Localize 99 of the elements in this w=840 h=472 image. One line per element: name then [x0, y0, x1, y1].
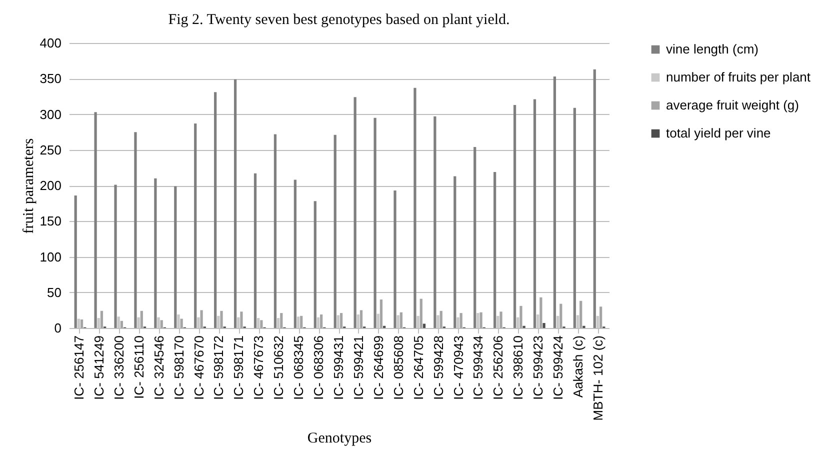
x-tick-label: IC- 467670 — [191, 336, 206, 400]
bar — [320, 314, 323, 328]
x-tick-label: IC- 598170 — [171, 336, 186, 400]
bar — [354, 97, 356, 328]
y-tick-label: 200 — [40, 178, 62, 193]
x-tick-label: IC- 085608 — [390, 336, 406, 400]
x-tick-label: IC- 398610 — [510, 336, 526, 400]
bar — [599, 306, 602, 328]
bar — [340, 313, 343, 328]
x-tick-label: IC- 256110 — [131, 336, 146, 399]
bar — [520, 306, 522, 328]
bar — [254, 173, 257, 328]
bar — [334, 134, 336, 328]
x-tick-label: IC- 599431 — [331, 336, 346, 400]
bar — [294, 180, 296, 328]
y-tick-label: 300 — [40, 106, 62, 122]
bar — [494, 172, 496, 328]
bar — [440, 310, 442, 328]
bar — [573, 108, 576, 328]
bar — [80, 319, 84, 328]
bar — [474, 147, 476, 328]
bar — [360, 310, 363, 328]
bar — [220, 310, 223, 328]
x-tick-label: IC- 598172 — [211, 336, 226, 400]
x-tick-label: IC- 541249 — [91, 336, 106, 400]
bar — [154, 178, 157, 328]
bar — [174, 186, 177, 328]
bar — [260, 320, 263, 328]
x-tick-label: Aakash (c) — [570, 336, 586, 398]
legend-label: number of fruits per plant — [666, 70, 811, 84]
bar — [420, 298, 422, 328]
y-axis-title: fruit parameters — [20, 138, 37, 234]
x-tick-label: IC- 264705 — [410, 336, 426, 400]
x-tick-label: MBTH- 102 (c) — [590, 336, 606, 421]
y-tick-label: 0 — [54, 320, 62, 336]
bar — [422, 324, 426, 328]
legend-label: total yield per vine — [666, 126, 771, 140]
bar — [194, 124, 197, 328]
chart-title: Fig 2. Twenty seven best genotypes based on plant yield. — [168, 12, 510, 28]
y-tick-label: 250 — [40, 142, 62, 158]
bar — [234, 79, 237, 328]
bar — [94, 112, 97, 328]
x-tick-label: IC- 068306 — [311, 336, 326, 400]
bar — [214, 92, 217, 328]
bar — [374, 118, 376, 328]
x-tick-label: IC- 324546 — [151, 336, 166, 400]
bar — [314, 201, 316, 328]
y-tick-label: 50 — [47, 284, 62, 300]
x-tick-label: IC- 599434 — [470, 336, 486, 400]
bar — [500, 312, 502, 328]
bar — [540, 297, 542, 328]
bar — [274, 134, 277, 328]
bar — [114, 184, 117, 328]
x-tick-label: IC- 256206 — [490, 336, 506, 400]
bar — [434, 116, 436, 328]
x-tick-label: IC- 336200 — [111, 336, 126, 400]
bar — [513, 104, 516, 328]
bar — [400, 312, 402, 328]
bar — [100, 310, 104, 328]
bar — [240, 312, 243, 328]
bar — [134, 132, 137, 328]
bar — [200, 310, 203, 328]
bar — [560, 304, 562, 328]
bar — [180, 318, 183, 328]
bar — [553, 76, 556, 328]
x-tick-label: IC- 256147 — [71, 336, 86, 400]
x-tick-label: IC- 510632 — [271, 336, 286, 400]
x-axis-title: Genotypes — [307, 430, 372, 447]
y-tick-label: 150 — [40, 214, 62, 229]
bar — [160, 320, 163, 328]
bar — [280, 313, 283, 328]
bar — [542, 323, 546, 328]
bar — [394, 190, 396, 328]
x-tick-label: IC- 467673 — [251, 336, 266, 400]
bar — [454, 176, 456, 328]
x-tick-label: IC- 599428 — [430, 336, 446, 400]
bar — [593, 69, 596, 328]
y-tick-label: 100 — [40, 249, 62, 264]
bar — [300, 316, 303, 328]
x-tick-label: IC- 470943 — [450, 336, 466, 400]
bar — [533, 99, 536, 328]
x-tick-label: IC- 599421 — [350, 336, 366, 400]
bar — [460, 313, 462, 328]
legend-label: vine length (cm) — [666, 42, 758, 56]
bar — [380, 300, 383, 328]
bar — [480, 312, 482, 328]
bar — [580, 300, 582, 328]
x-tick-label: IC- 599424 — [550, 336, 566, 400]
bar — [74, 195, 77, 328]
x-tick-label: IC- 068345 — [291, 336, 306, 400]
legend-label: average fruit weight (g) — [666, 98, 799, 112]
y-tick-label: 400 — [40, 36, 62, 50]
x-tick-label: IC- 599423 — [530, 336, 546, 400]
bar — [120, 320, 124, 328]
x-tick-label: IC- 598171 — [231, 336, 246, 400]
bar — [140, 310, 143, 328]
x-tick-label: IC- 264699 — [370, 336, 386, 400]
y-tick-label: 350 — [40, 71, 62, 86]
bar — [414, 88, 416, 328]
